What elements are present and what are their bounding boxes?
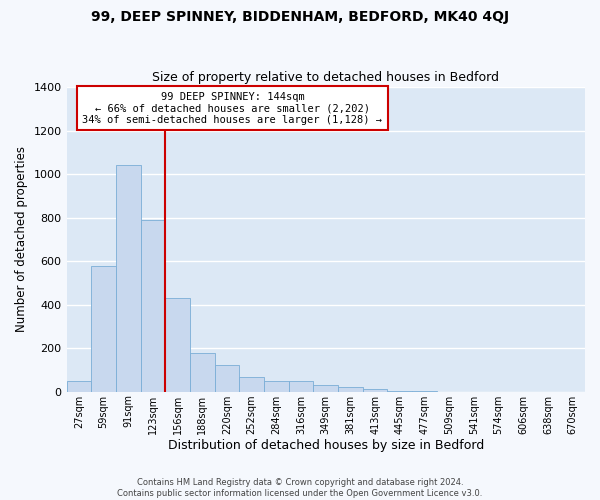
Bar: [239, 377, 264, 392]
Bar: [215, 365, 239, 392]
Y-axis label: Number of detached properties: Number of detached properties: [15, 146, 28, 332]
Bar: [140, 220, 165, 392]
Text: Contains HM Land Registry data © Crown copyright and database right 2024.
Contai: Contains HM Land Registry data © Crown c…: [118, 478, 482, 498]
Bar: [67, 381, 91, 392]
X-axis label: Distribution of detached houses by size in Bedford: Distribution of detached houses by size …: [167, 440, 484, 452]
Bar: [264, 381, 289, 392]
Text: 99, DEEP SPINNEY, BIDDENHAM, BEDFORD, MK40 4QJ: 99, DEEP SPINNEY, BIDDENHAM, BEDFORD, MK…: [91, 10, 509, 24]
Bar: [363, 389, 388, 392]
Text: 99 DEEP SPINNEY: 144sqm
← 66% of detached houses are smaller (2,202)
34% of semi: 99 DEEP SPINNEY: 144sqm ← 66% of detache…: [82, 92, 382, 125]
Bar: [313, 385, 338, 392]
Bar: [289, 381, 313, 392]
Bar: [190, 353, 215, 392]
Bar: [116, 166, 140, 392]
Bar: [388, 390, 412, 392]
Bar: [91, 266, 116, 392]
Title: Size of property relative to detached houses in Bedford: Size of property relative to detached ho…: [152, 72, 499, 85]
Bar: [338, 387, 363, 392]
Bar: [165, 298, 190, 392]
